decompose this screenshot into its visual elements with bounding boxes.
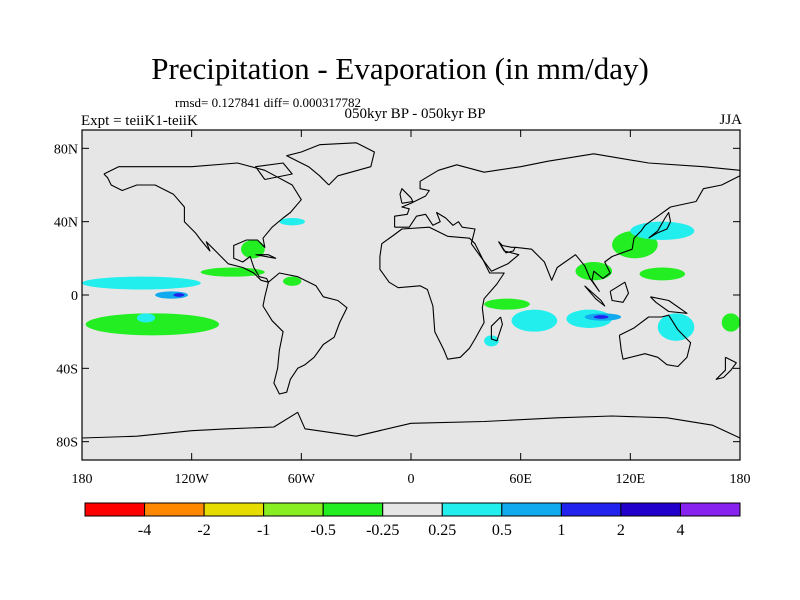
season-label: JJA (719, 112, 742, 128)
coastline-arabia-gulf (498, 241, 516, 248)
colorbar-swatch (501, 502, 562, 517)
colorbar-swatch (560, 502, 622, 517)
colorbar-label: 0.5 (492, 522, 512, 539)
y-tick-label: 40N (54, 216, 78, 231)
x-tick-label: 120E (616, 472, 646, 487)
colorbar-label: -4 (138, 522, 151, 539)
anomaly-region-12 (484, 335, 499, 347)
anomaly-region-3 (283, 276, 302, 286)
coastline-north-america (103, 162, 302, 283)
coastline-eurasia (394, 153, 741, 292)
y-tick-label: 80N (54, 142, 78, 157)
anomaly-region-0 (85, 313, 220, 336)
period-subtitle: 050kyr BP - 050kyr BP (344, 106, 486, 122)
anomaly-region-9 (81, 276, 201, 290)
colorbar-swatch (679, 502, 741, 517)
colorbar-label: 1 (557, 522, 565, 539)
colorbar-label: -1 (257, 522, 270, 539)
anomaly-region-7 (639, 267, 686, 281)
x-tick-label: 60E (509, 472, 532, 487)
coastline-africa (379, 226, 505, 360)
anomaly-region-13 (511, 309, 558, 332)
colorbar-label: 2 (617, 522, 625, 539)
coastline-south-america (262, 272, 348, 395)
colorbar-label: -2 (197, 522, 210, 539)
anomaly-region-2 (241, 240, 265, 259)
coastline-sumatra (584, 285, 606, 307)
coastlines (81, 142, 741, 439)
anomaly-region-8 (721, 313, 740, 332)
coastline-caribbean-cuba (255, 254, 277, 259)
x-tick-label: 180 (72, 472, 93, 487)
anomaly-region-1 (200, 267, 265, 277)
coastline-baffin-island (255, 162, 293, 181)
coastline-antarctica (81, 411, 741, 439)
anomaly-region-10 (136, 313, 156, 323)
coastline-greenland (286, 142, 375, 186)
coastline-madagascar (490, 316, 503, 342)
anomaly-region-4 (484, 298, 530, 310)
colorbar-swatch (203, 502, 265, 517)
anomaly-region-17 (155, 291, 189, 299)
anomaly-region-19 (173, 293, 185, 297)
colorbar-swatch (84, 502, 146, 517)
coastline-new-guinea (650, 296, 688, 314)
colorbar-label: 0.25 (428, 522, 456, 539)
colorbar-swatch (441, 502, 503, 517)
colorbar-label: -0.5 (311, 522, 336, 539)
y-tick-label: 40S (56, 362, 78, 377)
anomaly-region-20 (593, 315, 609, 319)
experiment-label: Expt = teiiK1-teiiK (81, 113, 198, 129)
x-tick-label: 60W (288, 472, 316, 487)
x-axis: 180 120W 60W 0 60E 120E 180 (72, 130, 751, 487)
x-tick-label: 180 (730, 472, 751, 487)
y-tick-label: 80S (56, 436, 78, 451)
colorbar-swatch (144, 502, 205, 517)
coastline-new-zealand (715, 356, 737, 380)
rmsd-diff-stats: rmsd= 0.127841 diff= 0.000317782 (175, 95, 361, 110)
coastline-japan (648, 211, 672, 239)
anomaly-region-11 (279, 218, 305, 226)
colorbar-label: -0.25 (366, 522, 399, 539)
x-tick-label: 0 (408, 472, 415, 487)
y-axis: 80N 40N 0 40S 80S (54, 142, 740, 451)
colorbar-swatch (382, 502, 443, 517)
colorbar-swatch (620, 502, 681, 517)
colorbar: -4 -2 -1 -0.5 -0.25 0.25 0.5 1 2 4 (84, 502, 741, 539)
colorbar-swatch (263, 502, 324, 517)
x-tick-label: 120W (175, 472, 210, 487)
map-background (82, 130, 740, 460)
colorbar-label: 4 (676, 522, 684, 539)
chart-title: Precipitation - Evaporation (in mm/day) (151, 51, 649, 86)
colorbar-swatch (322, 502, 384, 517)
y-tick-label: 0 (71, 289, 78, 304)
coastline-australia (618, 314, 692, 368)
coastline-borneo (609, 281, 630, 303)
coastline-great-britain (399, 188, 414, 204)
